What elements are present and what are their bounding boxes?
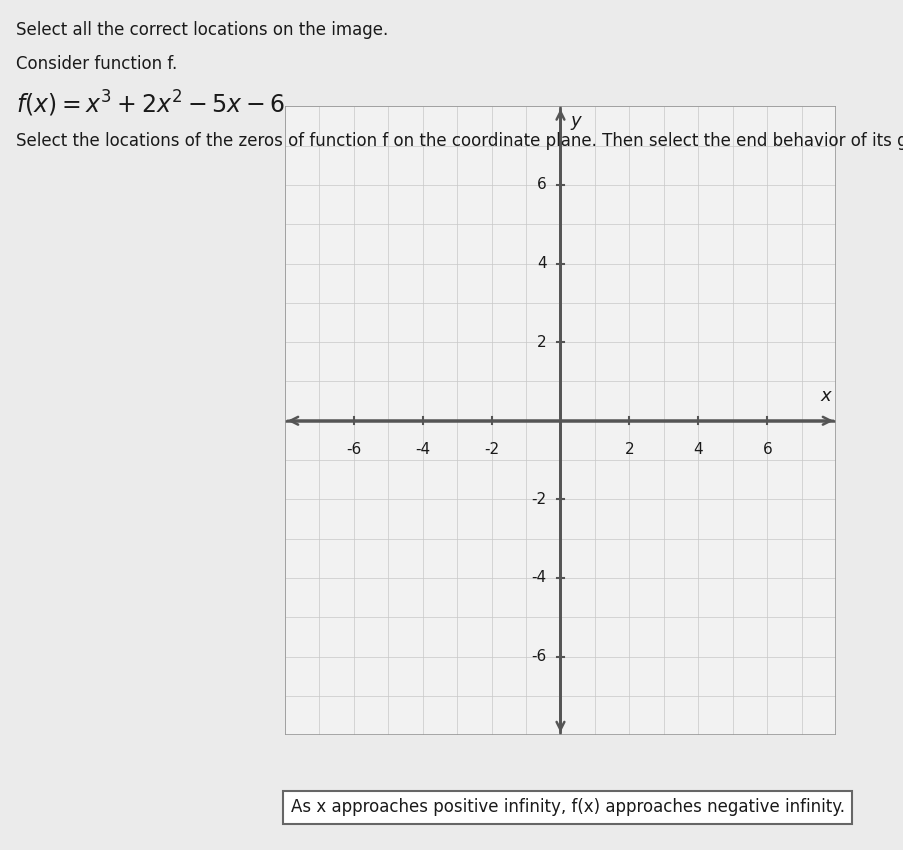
- Text: -2: -2: [531, 492, 546, 507]
- Text: As x approaches positive infinity, f(x) approaches negative infinity.: As x approaches positive infinity, f(x) …: [291, 798, 844, 817]
- Text: -6: -6: [531, 649, 546, 664]
- Text: Select the locations of the zeros of function f on the coordinate plane. Then se: Select the locations of the zeros of fun…: [16, 132, 903, 150]
- Text: y: y: [570, 112, 581, 130]
- Text: -4: -4: [414, 442, 430, 457]
- Text: -4: -4: [531, 570, 546, 586]
- Text: 4: 4: [536, 256, 546, 271]
- Text: 6: 6: [761, 442, 771, 457]
- Text: $f(x) = x^3 + 2x^2 - 5x - 6$: $f(x) = x^3 + 2x^2 - 5x - 6$: [16, 89, 285, 120]
- Text: 2: 2: [624, 442, 634, 457]
- Text: Select all the correct locations on the image.: Select all the correct locations on the …: [16, 21, 388, 39]
- Text: 6: 6: [536, 178, 546, 192]
- Text: 2: 2: [536, 335, 546, 349]
- Text: -6: -6: [346, 442, 361, 457]
- Text: Consider function f.: Consider function f.: [16, 55, 177, 73]
- Text: 4: 4: [693, 442, 703, 457]
- Text: -2: -2: [483, 442, 498, 457]
- Text: x: x: [820, 387, 830, 405]
